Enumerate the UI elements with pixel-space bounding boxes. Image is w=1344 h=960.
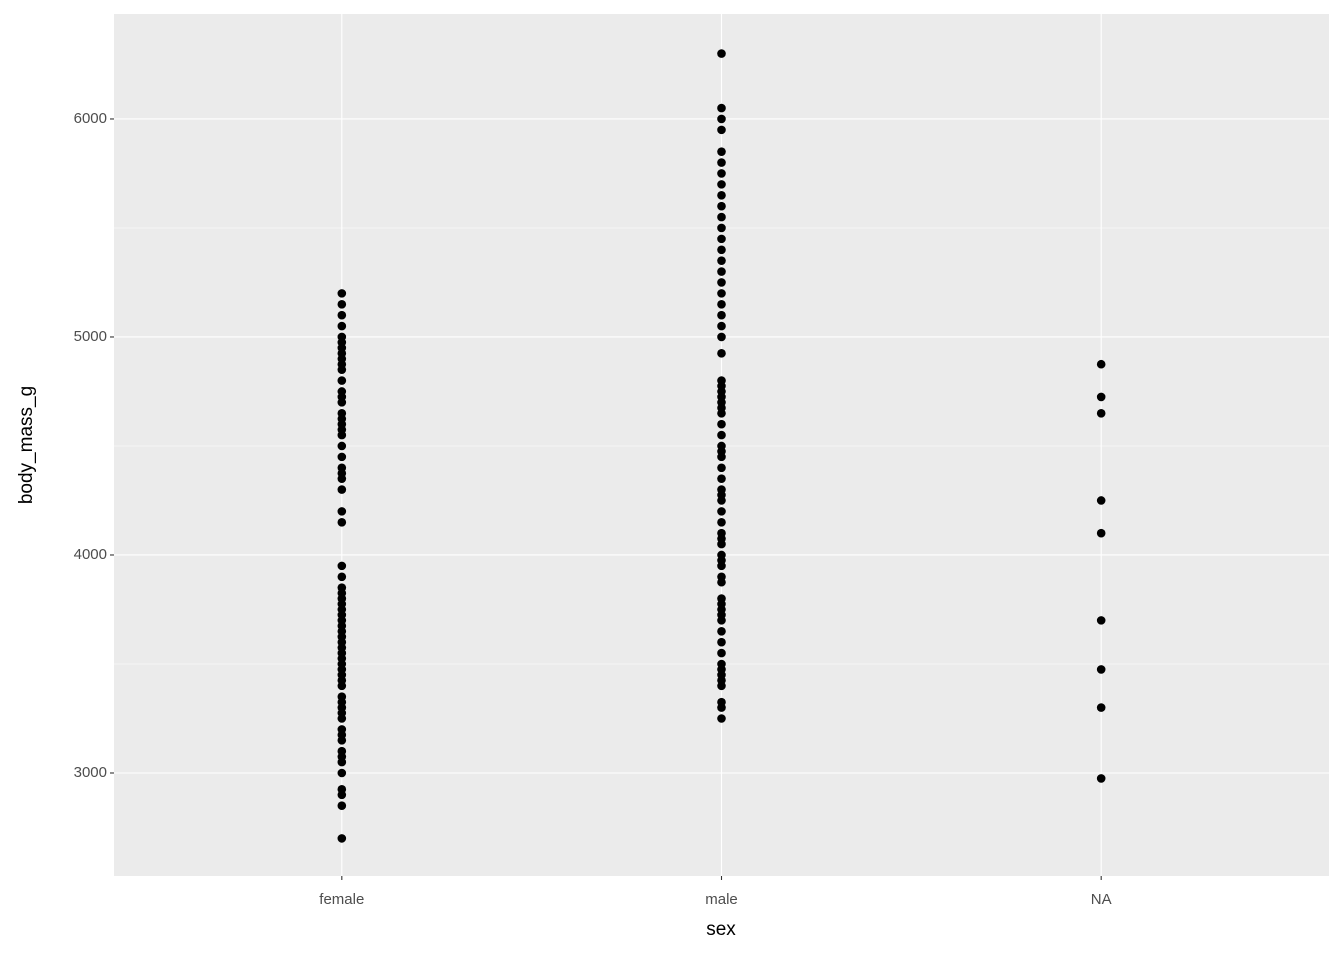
- y-tick-label: 6000: [74, 110, 107, 127]
- point: [337, 299, 347, 309]
- y-tick-label: 3000: [74, 764, 107, 781]
- point: [717, 234, 726, 244]
- point: [717, 103, 726, 113]
- point: [1096, 774, 1106, 783]
- point: [337, 376, 347, 385]
- point: [717, 349, 726, 358]
- point: [717, 245, 726, 255]
- point: [717, 485, 726, 494]
- point: [337, 507, 347, 516]
- point: [717, 256, 726, 265]
- point: [337, 387, 347, 396]
- point: [337, 725, 347, 734]
- point: [337, 572, 347, 582]
- point: [337, 768, 347, 778]
- point: [337, 310, 347, 320]
- point: [1096, 392, 1106, 402]
- y-axis-title: body_mass_g: [16, 386, 37, 504]
- point: [717, 289, 726, 298]
- point: [717, 626, 726, 636]
- point: [717, 114, 726, 124]
- point: [1096, 359, 1106, 369]
- point: [337, 785, 347, 794]
- point: [717, 572, 726, 582]
- point: [717, 212, 726, 222]
- point: [717, 169, 726, 178]
- point: [717, 474, 726, 483]
- point: [337, 583, 347, 592]
- point: [717, 201, 726, 211]
- point: [717, 659, 726, 669]
- point: [337, 517, 347, 527]
- point: [717, 332, 726, 342]
- point: [337, 692, 347, 701]
- point: [717, 463, 726, 473]
- point: [1096, 408, 1106, 418]
- point: [717, 430, 726, 440]
- point: [717, 180, 726, 189]
- point: [717, 158, 726, 167]
- point: [337, 485, 347, 494]
- point: [717, 190, 726, 200]
- point: [1096, 616, 1106, 625]
- point: [337, 834, 347, 843]
- point: [717, 517, 726, 527]
- point: [717, 147, 726, 156]
- point: [337, 321, 347, 331]
- point: [717, 697, 726, 707]
- point: [337, 441, 347, 451]
- point: [717, 441, 726, 451]
- point: [337, 746, 347, 756]
- point: [337, 463, 347, 473]
- point: [717, 648, 726, 658]
- point: [717, 528, 726, 538]
- x-tick-label: male: [705, 891, 738, 908]
- x-axis-title: sex: [706, 919, 736, 940]
- point: [717, 594, 726, 603]
- point: [337, 289, 347, 298]
- point: [1096, 703, 1106, 712]
- point: [717, 49, 726, 58]
- point: [337, 561, 347, 571]
- point: [717, 278, 726, 287]
- y-tick-label: 4000: [74, 546, 107, 563]
- x-tick-label: NA: [1091, 891, 1112, 908]
- point: [717, 310, 726, 320]
- y-tick-label: 5000: [74, 328, 107, 345]
- point: [717, 507, 726, 516]
- point: [717, 267, 726, 276]
- point: [337, 801, 347, 810]
- point: [717, 714, 726, 723]
- point: [717, 637, 726, 647]
- point: [717, 419, 726, 429]
- point: [717, 376, 726, 385]
- x-tick-label: female: [319, 891, 364, 908]
- point: [1096, 528, 1106, 538]
- point: [1096, 665, 1106, 674]
- point: [717, 321, 726, 331]
- point: [717, 223, 726, 233]
- point: [337, 332, 347, 342]
- point: [717, 125, 726, 135]
- point: [717, 299, 726, 309]
- point: [717, 550, 726, 560]
- point: [337, 452, 347, 462]
- point: [337, 408, 347, 418]
- point: [1096, 496, 1106, 505]
